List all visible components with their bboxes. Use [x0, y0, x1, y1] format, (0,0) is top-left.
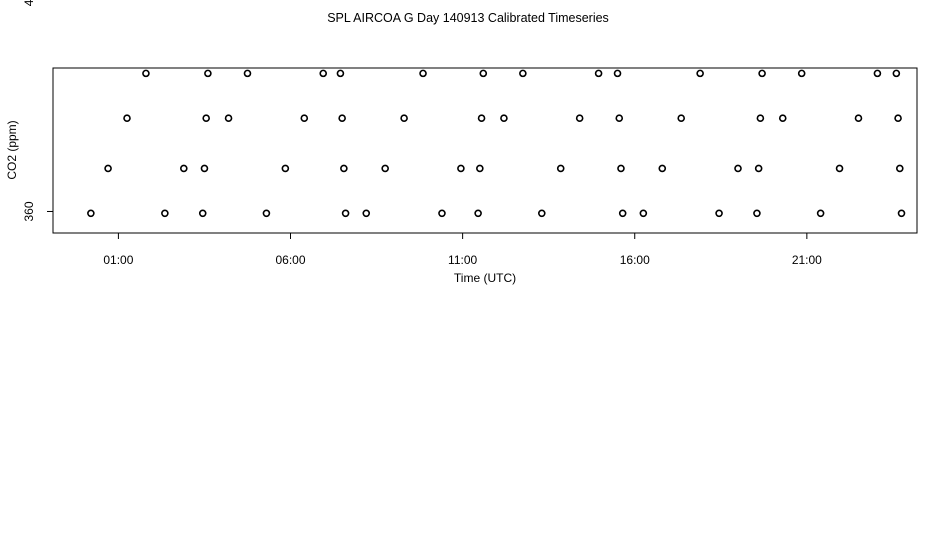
data-point [161, 209, 169, 218]
data-point [500, 114, 508, 123]
data-point [243, 69, 252, 78]
data-point [362, 209, 371, 218]
data-point [204, 69, 212, 78]
data-point [639, 209, 648, 218]
x-tick-label: 16:00 [620, 253, 650, 267]
data-point [892, 69, 901, 78]
data-point [617, 164, 625, 173]
x-tick-label: 21:00 [792, 253, 822, 267]
data-point [336, 69, 345, 78]
data-point [202, 114, 210, 123]
data-point [262, 209, 271, 218]
data-point [476, 164, 484, 173]
data-point [797, 69, 806, 78]
data-point [479, 69, 488, 78]
x-tick-label: 11:00 [448, 253, 477, 267]
y-tick-label: 420 [22, 0, 36, 6]
data-point [835, 164, 844, 173]
data-point [477, 114, 486, 123]
data-point [758, 69, 766, 78]
data-point [519, 69, 527, 78]
data-point [677, 114, 686, 123]
data-point [338, 114, 346, 123]
data-point [778, 114, 787, 123]
data-point [658, 164, 667, 173]
data-point [474, 209, 482, 218]
y-tick-label: 360 [22, 201, 36, 221]
data-point [123, 114, 131, 123]
x-tick-label: 01:00 [103, 253, 133, 267]
data-point [438, 209, 446, 218]
data-point [754, 164, 763, 173]
data-point [696, 69, 704, 78]
data-point [200, 164, 209, 173]
data-point [340, 164, 348, 173]
data-point [715, 209, 723, 218]
data-point [104, 164, 112, 173]
data-point [537, 209, 546, 218]
x-axis: 01:00 06:00 11:00 16:00 21:00 [103, 233, 822, 267]
data-point [613, 69, 622, 78]
data-point [281, 164, 290, 173]
data-point [734, 164, 742, 173]
data-point [457, 164, 465, 173]
y-axis: 360420460 [22, 0, 53, 221]
chart-title: SPL AIRCOA G Day 140913 Calibrated Times… [327, 11, 609, 25]
data-point [618, 209, 627, 218]
data-point [198, 209, 207, 218]
data-point [575, 114, 584, 123]
data-point [419, 69, 427, 78]
data-point [556, 164, 565, 173]
data-point [319, 69, 328, 78]
data-point [87, 209, 95, 218]
data-point [873, 69, 882, 78]
data-point [400, 114, 408, 123]
data-point [816, 209, 825, 218]
data-point [594, 69, 603, 78]
data-point [300, 114, 309, 123]
data-point [897, 209, 906, 218]
data-points [87, 69, 906, 218]
data-point [381, 164, 389, 173]
x-axis-label: Time (UTC) [454, 271, 516, 285]
plot-frame [52, 67, 918, 234]
data-point [895, 164, 904, 173]
data-point [341, 209, 350, 218]
data-point [224, 114, 233, 123]
x-tick-label: 06:00 [275, 253, 305, 267]
data-point [756, 114, 765, 123]
data-point [142, 69, 150, 78]
data-point [894, 114, 902, 123]
data-point [854, 114, 863, 123]
y-axis-label: CO2 (ppm) [5, 120, 19, 179]
data-point [180, 164, 188, 173]
data-point [753, 209, 761, 218]
data-point [615, 114, 624, 123]
